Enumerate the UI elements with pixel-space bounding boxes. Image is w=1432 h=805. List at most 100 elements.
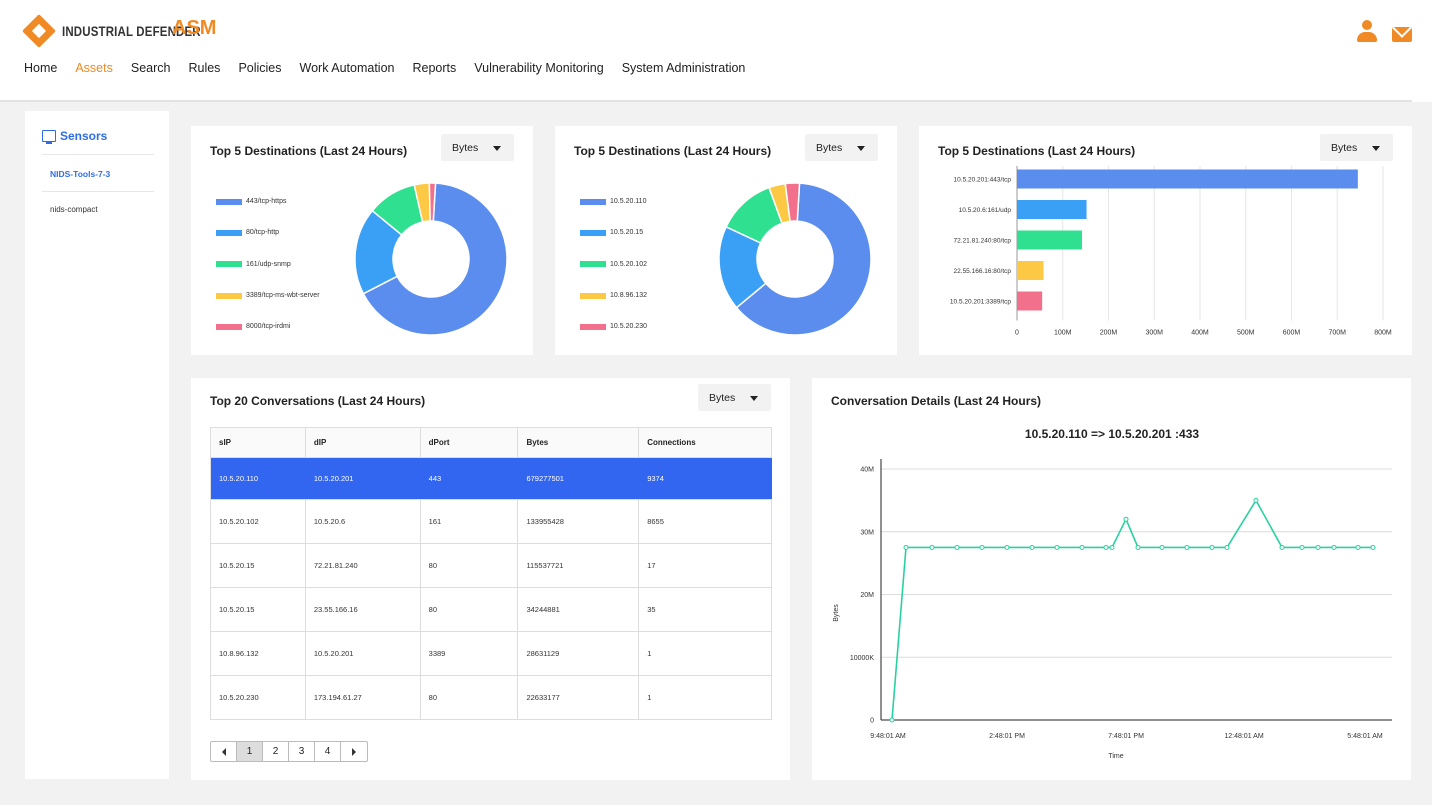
table-row[interactable]: 10.5.20.230 173.194.61.27 80 22633177 1 xyxy=(210,675,772,720)
cell-connections: 1 xyxy=(638,675,772,720)
bar xyxy=(1017,291,1043,311)
legend-item[interactable]: 10.5.20.102 xyxy=(580,249,647,280)
cell-dip: 173.194.61.27 xyxy=(305,675,421,720)
legend-swatch xyxy=(580,292,606,299)
chart-legend: 443/tcp-https 80/tcp-http 161/udp-snmp 3… xyxy=(216,186,320,342)
legend-item[interactable]: 10.8.96.132 xyxy=(580,280,647,311)
column-header-dport[interactable]: dPort xyxy=(420,427,519,458)
legend-swatch xyxy=(216,198,242,205)
cell-dport: 3389 xyxy=(420,631,519,676)
nav-rules[interactable]: Rules xyxy=(188,61,221,75)
brand-logo[interactable]: INDUSTRIAL DEFENDER xyxy=(22,14,231,48)
page-button-2[interactable]: 2 xyxy=(263,742,289,761)
cell-dip: 10.5.20.6 xyxy=(305,499,421,544)
sensors-title: Sensors xyxy=(60,129,108,143)
legend-item[interactable]: 8000/tcp-irdmi xyxy=(216,311,320,342)
legend-swatch xyxy=(216,323,242,330)
data-point xyxy=(1159,544,1165,550)
data-point xyxy=(1279,544,1285,550)
legend-item[interactable]: 80/tcp-http xyxy=(216,217,320,248)
next-page-button[interactable] xyxy=(341,742,367,761)
data-point xyxy=(1135,544,1141,550)
data-point xyxy=(1315,544,1321,550)
legend-item[interactable]: 10.5.20.110 xyxy=(580,186,647,217)
y-axis-label: Bytes xyxy=(833,604,840,622)
legend-label: 161/udp-snmp xyxy=(246,260,291,268)
prev-page-button[interactable] xyxy=(211,742,237,761)
nav-work-automation[interactable]: Work Automation xyxy=(299,61,395,75)
donut-chart xyxy=(354,182,508,336)
page-button-3[interactable]: 3 xyxy=(289,742,315,761)
nav-reports[interactable]: Reports xyxy=(412,61,457,75)
legend-label: 3389/tcp-ms-wbt-server xyxy=(246,292,320,300)
chart-subtitle: 10.5.20.110 => 10.5.20.201 :433 xyxy=(1025,427,1199,441)
y-tick-label: 10.5.20.201:443/tcp xyxy=(954,177,1012,184)
brand-name: INDUSTRIAL DEFENDER xyxy=(62,23,201,39)
data-point xyxy=(979,544,985,550)
page-button-4[interactable]: 4 xyxy=(315,742,341,761)
data-point xyxy=(954,544,960,550)
metric-dropdown[interactable]: Bytes xyxy=(698,384,771,411)
y-tick-label: 10.5.20.6:161/udp xyxy=(959,207,1012,214)
legend-label: 10.5.20.110 xyxy=(610,198,647,206)
conversations-table: sIP dIP dPort Bytes Connections 10.5.20.… xyxy=(210,427,772,720)
table-row[interactable]: 10.5.20.110 10.5.20.201 443 679277501 93… xyxy=(210,457,772,500)
cell-sip: 10.5.20.102 xyxy=(210,499,306,544)
column-header-sip[interactable]: sIP xyxy=(210,427,306,458)
user-icon[interactable] xyxy=(1357,20,1377,42)
data-point xyxy=(1331,544,1337,550)
x-tick-label: 600M xyxy=(1283,330,1301,337)
sensor-item-nids-compact[interactable]: nids-compact xyxy=(50,205,98,214)
bar xyxy=(1017,261,1044,280)
table-row[interactable]: 10.8.96.132 10.5.20.201 3389 28631129 1 xyxy=(210,631,772,676)
metric-dropdown[interactable]: Bytes xyxy=(1320,134,1393,161)
mail-icon[interactable] xyxy=(1392,27,1412,42)
legend-swatch xyxy=(580,229,606,236)
nav-assets[interactable]: Assets xyxy=(75,61,113,75)
column-header-connections[interactable]: Connections xyxy=(638,427,772,458)
chevron-left-icon xyxy=(221,747,226,756)
table-row[interactable]: 10.5.20.15 72.21.81.240 80 115537721 17 xyxy=(210,543,772,588)
cell-dip: 72.21.81.240 xyxy=(305,543,421,588)
card-title: Top 5 Destinations (Last 24 Hours) xyxy=(938,144,1136,158)
card-title: Top 5 Destinations (Last 24 Hours) xyxy=(574,144,772,158)
cell-bytes: 133955428 xyxy=(517,499,640,544)
y-tick-label: 0 xyxy=(870,718,874,725)
donut-slice xyxy=(735,182,872,336)
page-button-1[interactable]: 1 xyxy=(237,742,263,761)
bar xyxy=(1017,200,1087,219)
metric-dropdown[interactable]: Bytes xyxy=(441,134,514,161)
data-point xyxy=(1184,544,1190,550)
legend-item[interactable]: 161/udp-snmp xyxy=(216,249,320,280)
data-point xyxy=(1299,544,1305,550)
legend-label: 8000/tcp-irdmi xyxy=(246,323,291,331)
data-point xyxy=(929,544,935,550)
table-row[interactable]: 10.5.20.102 10.5.20.6 161 133955428 8655 xyxy=(210,499,772,544)
cell-bytes: 28631129 xyxy=(517,631,640,676)
dropdown-value: Bytes xyxy=(816,141,843,154)
table-row[interactable]: 10.5.20.15 23.55.166.16 80 34244881 35 xyxy=(210,587,772,632)
metric-dropdown[interactable]: Bytes xyxy=(805,134,878,161)
cell-dport: 80 xyxy=(420,543,519,588)
nav-policies[interactable]: Policies xyxy=(238,61,282,75)
nav-system-administration[interactable]: System Administration xyxy=(621,61,746,75)
column-header-dip[interactable]: dIP xyxy=(305,427,421,458)
legend-item[interactable]: 3389/tcp-ms-wbt-server xyxy=(216,280,320,311)
sensor-item-nids-tools[interactable]: NIDS-Tools-7-3 xyxy=(50,169,111,179)
legend-item[interactable]: 10.5.20.230 xyxy=(580,311,647,342)
x-tick-label: 300M xyxy=(1145,330,1163,337)
nav-search[interactable]: Search xyxy=(130,61,171,75)
main-nav: Home Assets Search Rules Policies Work A… xyxy=(24,61,763,75)
caret-down-icon xyxy=(493,146,501,151)
nav-home[interactable]: Home xyxy=(24,61,58,75)
legend-item[interactable]: 10.5.20.15 xyxy=(580,217,647,248)
cell-sip: 10.5.20.15 xyxy=(210,587,306,632)
column-header-bytes[interactable]: Bytes xyxy=(517,427,640,458)
nav-vulnerability-monitoring[interactable]: Vulnerability Monitoring xyxy=(474,61,604,75)
legend-item[interactable]: 443/tcp-https xyxy=(216,186,320,217)
cell-dip: 10.5.20.201 xyxy=(305,457,421,500)
x-tick-label: 800M xyxy=(1374,330,1392,337)
cell-connections: 9374 xyxy=(638,457,772,500)
data-point xyxy=(1224,544,1230,550)
cell-sip: 10.5.20.15 xyxy=(210,543,306,588)
